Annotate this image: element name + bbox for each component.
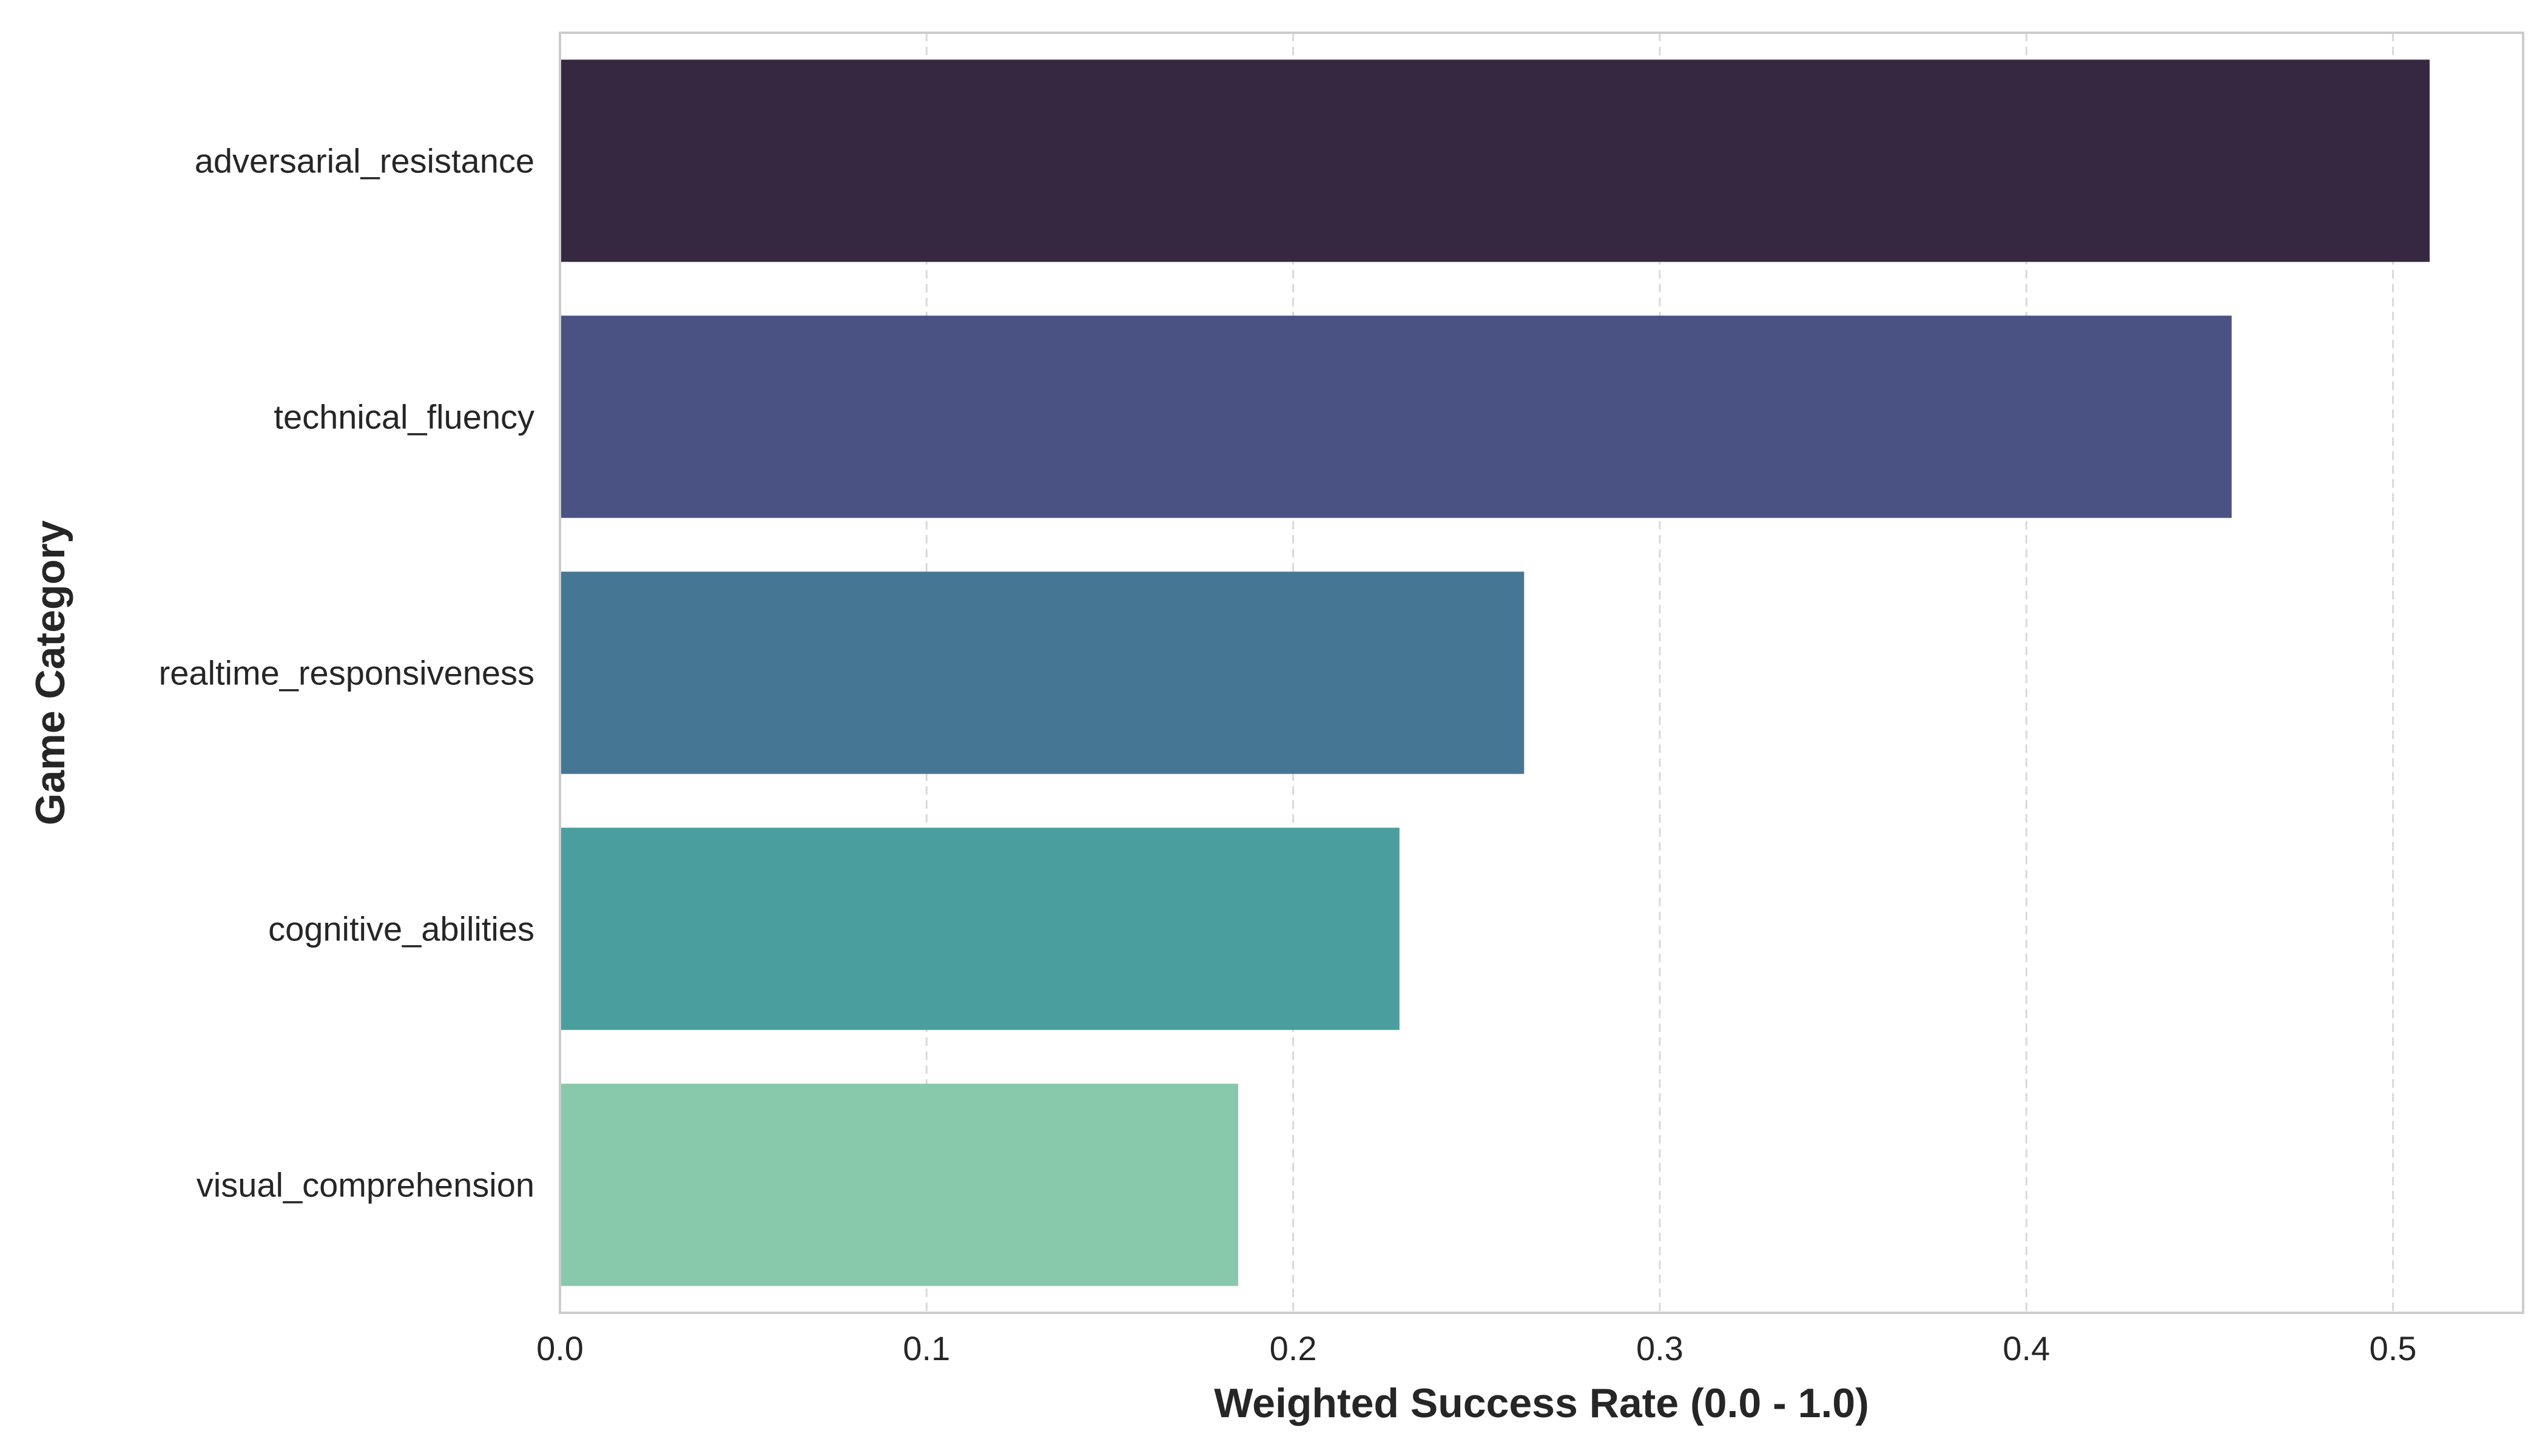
bar-adversarial-resistance	[560, 59, 2430, 262]
x-tick-label: 0.4	[2003, 1329, 2050, 1367]
y-tick-labels: adversarial_resistance technical_fluencyr…	[159, 142, 534, 1204]
bars	[560, 59, 2430, 1286]
y-tick-label: adversarial_resistance	[195, 142, 534, 180]
y-axis-title: Game Category	[27, 521, 73, 826]
bar-visual-comprehension	[560, 1084, 1238, 1286]
bar-realtime-responsiveness	[560, 571, 1525, 774]
x-tick-label: 0.1	[903, 1329, 950, 1367]
x-tick-label: 0.2	[1270, 1329, 1317, 1367]
y-tick-label: visual_comprehension	[197, 1166, 534, 1204]
x-axis-title: Weighted Success Rate (0.0 - 1.0)	[1214, 1380, 1869, 1426]
bar-cognitive-abilities	[560, 827, 1400, 1030]
y-tick-label: realtime_responsiveness	[159, 654, 534, 692]
y-tick-label: technical_fluency	[274, 398, 534, 436]
plot-frame	[559, 32, 2524, 1314]
x-tick-label: 0.3	[1636, 1329, 1684, 1367]
y-tick-label: cognitive_abilities	[268, 910, 534, 948]
bar-technical-fluency	[560, 315, 2232, 518]
x-tick-label: 0.5	[2370, 1329, 2417, 1367]
x-tick-labels: 0.0 0.1 0.2 0.3 0.4 0.5	[536, 1329, 2416, 1367]
x-tick-label: 0.0	[536, 1329, 584, 1367]
